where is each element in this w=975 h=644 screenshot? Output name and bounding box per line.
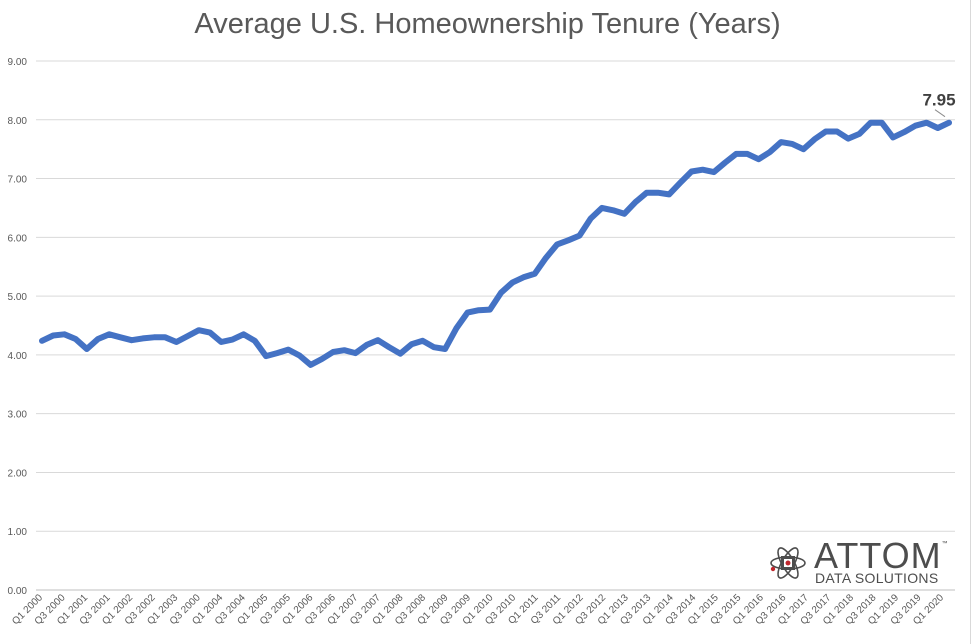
y-tick-label: 8.00 xyxy=(8,116,28,127)
y-tick-label: 0.00 xyxy=(8,586,28,597)
logo-trademark: ™ xyxy=(941,541,949,547)
series-layer xyxy=(39,119,952,368)
y-axis-tick-labels: 0.00 1.00 2.00 3.00 4.00 5.00 6.00 7.00 8.00 9.00 xyxy=(8,57,28,597)
series-line xyxy=(39,119,952,368)
logo-subtitle: DATA SOLUTIONS xyxy=(815,570,939,586)
annotation-layer: 7.95 xyxy=(922,91,956,118)
y-tick-label: 5.00 xyxy=(8,292,28,303)
y-tick-label: 9.00 xyxy=(8,57,28,68)
y-tick-label: 4.00 xyxy=(8,351,28,362)
y-tick-label: 3.00 xyxy=(8,410,28,421)
y-tick-label: 6.00 xyxy=(8,233,28,244)
logo-wordmark: ATTOM™ xyxy=(814,535,949,577)
attom-logo-icon xyxy=(770,547,806,579)
y-tick-label: 2.00 xyxy=(8,468,28,479)
attom-logo: ATTOM™ DATA SOLUTIONS xyxy=(768,535,958,589)
logo-name-text: ATTOM xyxy=(814,535,942,576)
annotation-leader-line xyxy=(934,109,946,118)
data-label-last-value: 7.95 xyxy=(922,91,955,110)
y-tick-label: 7.00 xyxy=(8,175,28,186)
chart-title: Average U.S. Homeownership Tenure (Years… xyxy=(194,8,781,40)
y-tick-label: 1.00 xyxy=(8,527,28,538)
plot-border xyxy=(970,0,971,644)
